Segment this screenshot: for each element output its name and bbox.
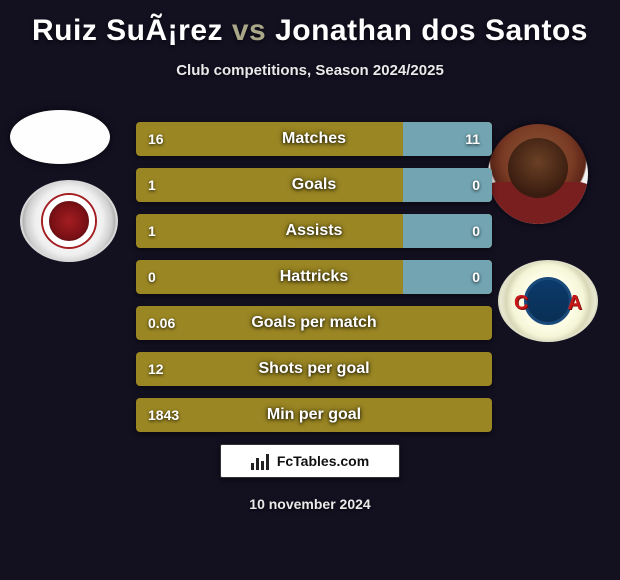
player2-club-logo: C A [498, 260, 598, 342]
stat-row-shots-per-goal: 12 Shots per goal [136, 352, 492, 386]
stat-right-bar [403, 260, 492, 294]
comparison-title: Ruiz SuÃ¡rez vs Jonathan dos Santos [0, 0, 620, 48]
stats-chart: 16 Matches 11 1 Goals 0 1 Assists 0 0 Ha… [136, 122, 492, 444]
player1-club-logo [20, 180, 118, 262]
club2-globe-icon [524, 277, 572, 325]
generated-date: 10 november 2024 [249, 496, 370, 512]
source-badge[interactable]: FcTables.com [220, 444, 400, 478]
bar-chart-icon [251, 452, 271, 470]
stat-row-goals-per-match: 0.06 Goals per match [136, 306, 492, 340]
club2-letter-c: C [514, 292, 528, 315]
player2-photo [488, 124, 588, 224]
vs-separator: vs [232, 14, 266, 47]
stat-row-assists: 1 Assists 0 [136, 214, 492, 248]
stat-right-bar [403, 122, 492, 156]
stat-row-matches: 16 Matches 11 [136, 122, 492, 156]
stat-row-min-per-goal: 1843 Min per goal [136, 398, 492, 432]
player1-name: Ruiz SuÃ¡rez [32, 14, 223, 47]
stat-right-bar [403, 214, 492, 248]
source-site-name: FcTables.com [277, 453, 369, 469]
player2-name: Jonathan dos Santos [275, 14, 588, 47]
stat-row-hattricks: 0 Hattricks 0 [136, 260, 492, 294]
club2-letter-a: A [568, 292, 582, 315]
stat-right-bar [403, 168, 492, 202]
stat-row-goals: 1 Goals 0 [136, 168, 492, 202]
club1-crest-inner [43, 195, 95, 247]
stat-left-bar [136, 398, 492, 432]
stat-left-bar [136, 306, 492, 340]
subtitle: Club competitions, Season 2024/2025 [0, 62, 620, 79]
stat-left-bar [136, 352, 492, 386]
player1-photo [10, 110, 110, 164]
